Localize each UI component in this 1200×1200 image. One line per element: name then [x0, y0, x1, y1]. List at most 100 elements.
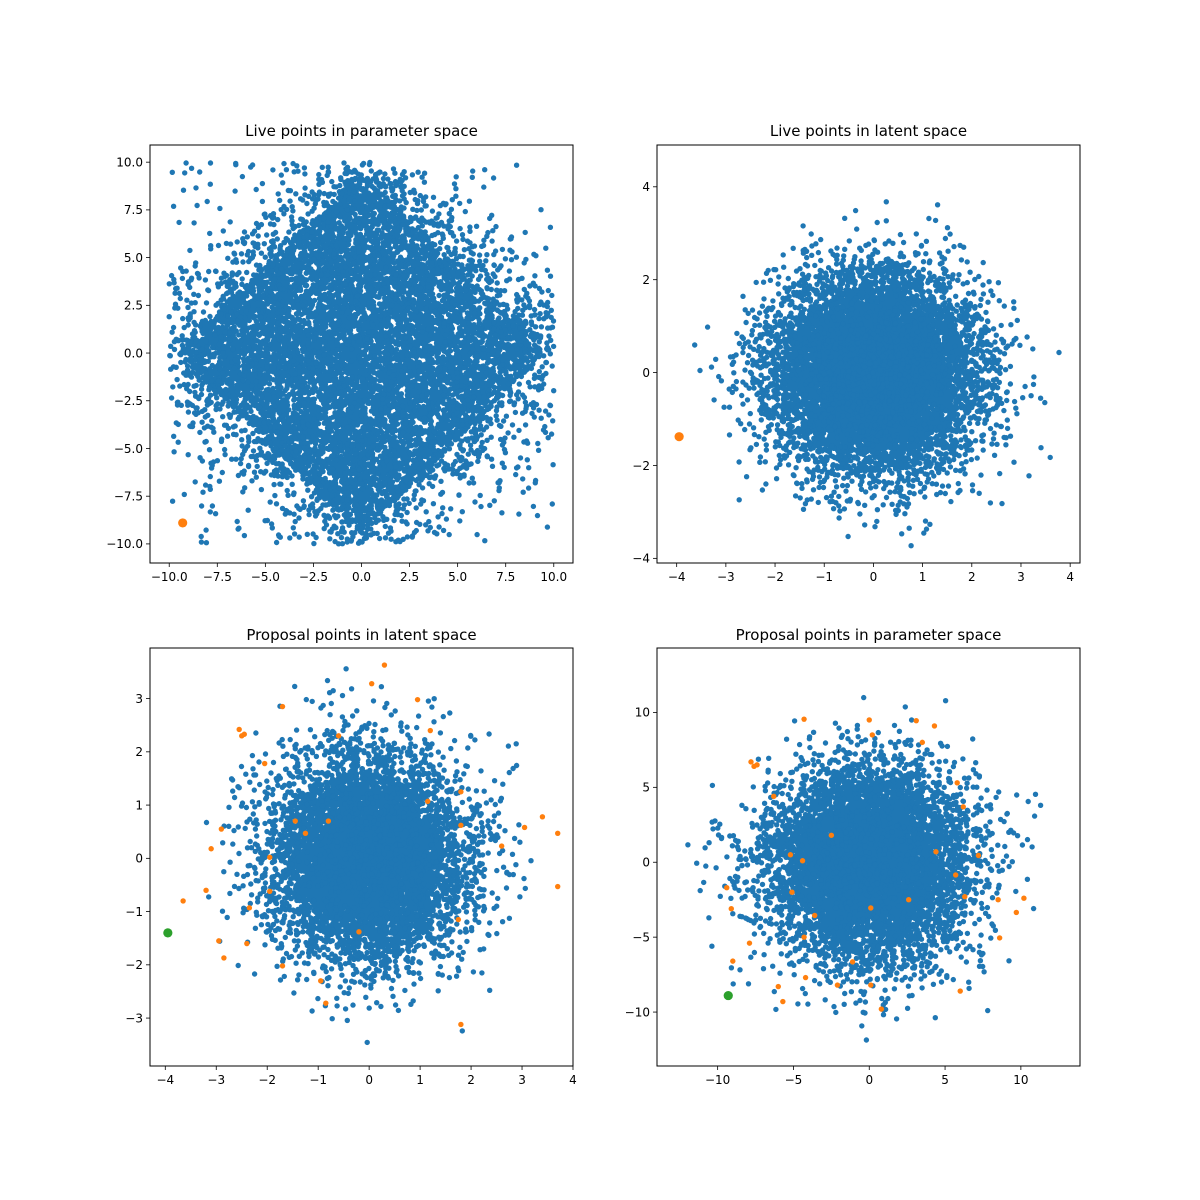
- scatter-point: [532, 324, 539, 330]
- scatter-point: [478, 503, 484, 510]
- y-tick-label: 0: [642, 366, 650, 380]
- scatter-point: [999, 500, 1005, 507]
- scatter-point: [350, 868, 357, 874]
- scatter-point: [399, 919, 405, 926]
- x-tick-label: −2: [258, 1073, 276, 1087]
- scatter-point: [336, 485, 342, 491]
- scatter-point: [951, 834, 957, 840]
- highlight-point: [674, 432, 684, 442]
- scatter-point: [295, 883, 302, 889]
- scatter-point: [893, 381, 900, 387]
- scatter-point: [863, 333, 869, 339]
- scatter-point: [522, 349, 529, 355]
- scatter-point: [844, 363, 851, 370]
- scatter-point: [812, 783, 818, 789]
- scatter-point: [282, 443, 288, 449]
- scatter-point: [794, 480, 800, 486]
- scatter-point: [929, 296, 935, 302]
- scatter-point: [435, 329, 441, 336]
- scatter-point: [285, 492, 291, 498]
- scatter-point: [257, 420, 263, 426]
- scatter-point: [379, 738, 386, 744]
- scatter-point: [888, 882, 894, 889]
- scatter-point: [806, 736, 813, 742]
- scatter-point: [915, 880, 922, 887]
- scatter-point: [347, 215, 353, 222]
- scatter-point: [301, 362, 307, 368]
- scatter-point: [815, 448, 821, 454]
- scatter-point: [353, 516, 360, 522]
- scatter-point: [342, 856, 348, 862]
- scatter-point: [418, 760, 424, 766]
- scatter-point: [800, 247, 806, 254]
- scatter-point: [848, 448, 854, 454]
- scatter-point: [329, 881, 335, 887]
- scatter-point: [305, 421, 311, 428]
- scatter-point: [336, 213, 343, 219]
- scatter-point: [292, 371, 298, 377]
- scatter-point: [433, 864, 439, 870]
- scatter-point: [274, 301, 281, 307]
- scatter-point: [340, 269, 346, 275]
- scatter-point: [286, 333, 292, 340]
- scatter-point: [306, 448, 312, 455]
- scatter-point: [276, 364, 282, 370]
- scatter-point: [925, 406, 931, 413]
- scatter-point: [795, 367, 802, 374]
- scatter-point: [860, 916, 867, 922]
- y-tick-label: 2: [135, 745, 143, 759]
- scatter-point: [448, 358, 454, 364]
- scatter-point: [324, 209, 330, 215]
- scatter-point: [998, 423, 1004, 430]
- scatter-point: [917, 379, 923, 386]
- scatter-point: [410, 419, 416, 425]
- scatter-point: [491, 319, 497, 326]
- scatter-point: [408, 277, 414, 283]
- scatter-point: [845, 935, 852, 941]
- scatter-point: [336, 318, 342, 324]
- scatter-point: [260, 440, 266, 446]
- scatter-point: [332, 865, 338, 871]
- scatter-point: [363, 284, 370, 290]
- scatter-point: [961, 852, 968, 859]
- scatter-point: [284, 248, 290, 254]
- scatter-point: [492, 301, 498, 307]
- scatter-point: [842, 246, 848, 252]
- scatter-point: [881, 305, 887, 311]
- scatter-point: [859, 408, 865, 414]
- scatter-point: [890, 925, 896, 932]
- scatter-point: [282, 859, 288, 866]
- scatter-point: [796, 811, 802, 817]
- scatter-point: [352, 935, 358, 941]
- scatter-point: [351, 905, 358, 911]
- scatter-point: [182, 370, 189, 376]
- scatter-point: [399, 403, 406, 409]
- scatter-point: [838, 335, 844, 341]
- scatter-point: [888, 353, 894, 360]
- scatter-point: [868, 282, 875, 288]
- scatter-point: [866, 414, 873, 420]
- scatter-point: [793, 751, 799, 757]
- scatter-point: [866, 309, 873, 315]
- scatter-point: [778, 427, 785, 434]
- scatter-point: [870, 289, 876, 296]
- scatter-point: [393, 296, 399, 302]
- scatter-point: [328, 223, 334, 229]
- scatter-point: [202, 407, 208, 413]
- highlight-point: [178, 518, 188, 528]
- scatter-point: [317, 443, 324, 449]
- scatter-point: [240, 356, 247, 362]
- scatter-point: [882, 418, 888, 425]
- scatter-point: [868, 392, 874, 398]
- scatter-point: [930, 795, 936, 802]
- scatter-point: [857, 846, 863, 853]
- scatter-point: [950, 365, 956, 371]
- scatter-point: [342, 1006, 349, 1012]
- scatter-point: [393, 785, 400, 792]
- scatter-point: [872, 317, 878, 324]
- scatter-point: [933, 336, 939, 343]
- scatter-point: [891, 876, 897, 882]
- scatter-point: [389, 230, 395, 236]
- scatter-point: [842, 356, 849, 362]
- scatter-point: [325, 219, 331, 225]
